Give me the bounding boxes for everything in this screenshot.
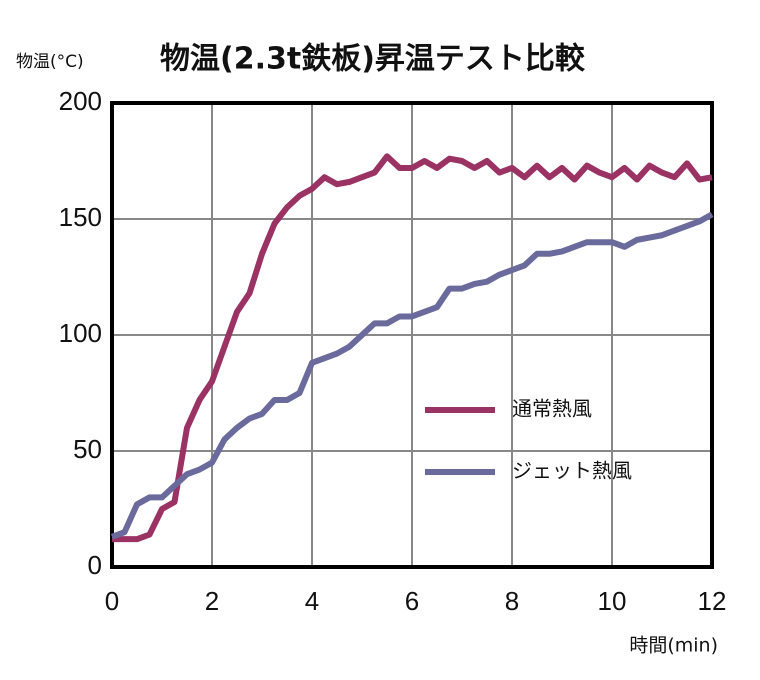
x-tick-label: 4: [305, 586, 319, 616]
y-tick-label: 150: [59, 202, 102, 232]
x-tick-label: 0: [105, 586, 119, 616]
x-tick-label: 6: [405, 586, 419, 616]
legend-label: 通常熱風: [512, 397, 592, 421]
y-tick-label: 100: [59, 318, 102, 348]
y-tick-label: 0: [88, 550, 102, 580]
x-tick-label: 2: [205, 586, 219, 616]
y-tick-label: 50: [73, 434, 102, 464]
series-line: [112, 153, 713, 543]
x-tick-label: 12: [698, 586, 727, 616]
plot-frame: [110, 101, 714, 569]
y-tick-label: 200: [59, 86, 102, 116]
x-tick-label: 10: [598, 586, 627, 616]
legend-label: ジェット熱風: [512, 459, 632, 483]
y-axis-label: 物温(°C): [16, 52, 84, 72]
series-line: [110, 211, 714, 540]
x-axis-label: 時間(min): [629, 635, 718, 657]
chart-title: 物温(2.3t鉄板)昇温テスト比較: [160, 42, 586, 77]
x-tick-label: 8: [505, 586, 519, 616]
